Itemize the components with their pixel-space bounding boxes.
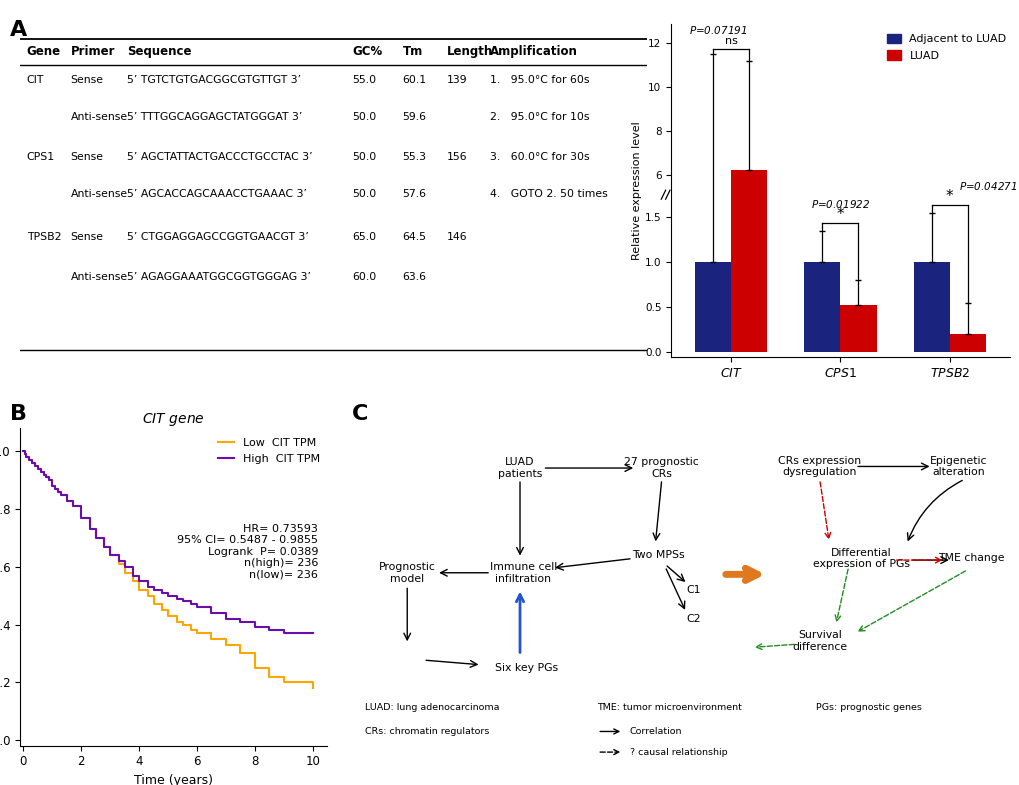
- Text: LUAD: lung adenocarcinoma: LUAD: lung adenocarcinoma: [365, 703, 499, 712]
- Text: 156: 156: [446, 152, 467, 162]
- Text: GC%: GC%: [353, 46, 382, 58]
- Text: A: A: [10, 20, 28, 39]
- Text: CRs: chromatin regulators: CRs: chromatin regulators: [365, 727, 489, 736]
- Text: 64.5: 64.5: [403, 232, 426, 242]
- Text: 4.   GOTO 2. 50 times: 4. GOTO 2. 50 times: [490, 188, 607, 199]
- Text: 55.0: 55.0: [353, 75, 376, 86]
- Text: 3.   60.0°C for 30s: 3. 60.0°C for 30s: [490, 152, 589, 162]
- Text: 57.6: 57.6: [403, 188, 426, 199]
- Text: Primer: Primer: [70, 46, 115, 58]
- Text: 59.6: 59.6: [403, 111, 426, 122]
- Bar: [695, 262, 731, 352]
- Text: Anti-sense: Anti-sense: [70, 111, 127, 122]
- Text: Length: Length: [446, 46, 492, 58]
- Text: $P$=0.07191: $P$=0.07191: [688, 24, 747, 35]
- Text: 60.0: 60.0: [353, 272, 376, 282]
- Text: TPSB2: TPSB2: [26, 232, 61, 242]
- Text: Prognostic
model: Prognostic model: [378, 562, 435, 583]
- Text: 65.0: 65.0: [353, 232, 376, 242]
- Text: 50.0: 50.0: [353, 152, 376, 162]
- Text: 50.0: 50.0: [353, 188, 376, 199]
- Text: $P$=0.04271: $P$=0.04271: [958, 180, 1016, 192]
- Text: Epigenetic
alteration: Epigenetic alteration: [928, 455, 986, 477]
- Text: Correlation: Correlation: [629, 727, 682, 736]
- Text: Survival
difference: Survival difference: [792, 630, 847, 652]
- Text: 5’ CTGGAGGAGCCGGTGAACGT 3’: 5’ CTGGAGGAGCCGGTGAACGT 3’: [126, 232, 309, 242]
- Text: CIT: CIT: [26, 75, 44, 86]
- Text: 63.6: 63.6: [403, 272, 426, 282]
- Text: Sequence: Sequence: [126, 46, 192, 58]
- Text: Gene: Gene: [26, 46, 61, 58]
- Bar: [949, 334, 984, 352]
- Text: Anti-sense: Anti-sense: [70, 188, 127, 199]
- Text: Differential
expression of PGs: Differential expression of PGs: [812, 548, 909, 569]
- Text: 2.   95.0°C for 10s: 2. 95.0°C for 10s: [490, 111, 589, 122]
- Text: Sense: Sense: [70, 232, 103, 242]
- Text: 27 prognostic
CRs: 27 prognostic CRs: [624, 457, 698, 479]
- Text: 139: 139: [446, 75, 467, 86]
- Text: 60.1: 60.1: [403, 75, 426, 86]
- Bar: [840, 305, 875, 352]
- Text: CRs expression
dysregulation: CRs expression dysregulation: [777, 455, 860, 477]
- Text: CPS1: CPS1: [26, 152, 55, 162]
- Text: ? causal relationship: ? causal relationship: [629, 747, 727, 757]
- Text: 5’ AGAGGAAATGGCGGTGGGAG 3’: 5’ AGAGGAAATGGCGGTGGGAG 3’: [126, 272, 311, 282]
- Text: Six key PGs: Six key PGs: [494, 663, 557, 673]
- Text: $P$=0.01922: $P$=0.01922: [810, 198, 869, 210]
- Text: HR= 0.73593
95% CI= 0.5487 - 0.9855
Logrank  P= 0.0389
n(high)= 236
  n(low)= 23: HR= 0.73593 95% CI= 0.5487 - 0.9855 Logr…: [177, 524, 318, 580]
- Text: 5’ TTTGGCAGGAGCTATGGGAT 3’: 5’ TTTGGCAGGAGCTATGGGAT 3’: [126, 111, 302, 122]
- Text: Immune cell
infiltration: Immune cell infiltration: [489, 562, 556, 583]
- Text: Amplification: Amplification: [490, 46, 578, 58]
- Text: LUAD
patients: LUAD patients: [497, 457, 542, 479]
- Title: $\it{CIT}$ $\it{gene}$: $\it{CIT}$ $\it{gene}$: [143, 411, 205, 428]
- Text: 146: 146: [446, 232, 467, 242]
- Text: TME: tumor microenvironment: TME: tumor microenvironment: [597, 703, 742, 712]
- Text: *: *: [945, 188, 953, 203]
- Text: Two MPSs: Two MPSs: [632, 550, 684, 560]
- Bar: [804, 262, 840, 352]
- Text: 5’ AGCTATTACTGACCCTGCCTAC 3’: 5’ AGCTATTACTGACCCTGCCTAC 3’: [126, 152, 312, 162]
- Legend: Adjacent to LUAD, LUAD: Adjacent to LUAD, LUAD: [881, 29, 1010, 65]
- Text: 55.3: 55.3: [403, 152, 426, 162]
- Legend: Low  CIT TPM, High  CIT TPM: Low CIT TPM, High CIT TPM: [213, 434, 324, 469]
- Text: 5’ AGCACCAGCAAACCTGAAAC 3’: 5’ AGCACCAGCAAACCTGAAAC 3’: [126, 188, 307, 199]
- Text: 50.0: 50.0: [353, 111, 376, 122]
- Text: *: *: [836, 206, 844, 221]
- Text: Tm: Tm: [403, 46, 423, 58]
- Text: TME change: TME change: [936, 553, 1004, 564]
- Text: C1: C1: [686, 586, 701, 595]
- Text: ns: ns: [725, 36, 737, 46]
- Text: Anti-sense: Anti-sense: [70, 272, 127, 282]
- Text: 5’ TGTCTGTGACGGCGTGTTGT 3’: 5’ TGTCTGTGACGGCGTGTTGT 3’: [126, 75, 301, 86]
- Text: Sense: Sense: [70, 152, 103, 162]
- Text: B: B: [10, 404, 28, 424]
- Text: C2: C2: [686, 614, 701, 624]
- Text: Sense: Sense: [70, 75, 103, 86]
- Text: 1.   95.0°C for 60s: 1. 95.0°C for 60s: [490, 75, 589, 86]
- Text: PGs: prognostic genes: PGs: prognostic genes: [815, 703, 921, 712]
- X-axis label: Time (years): Time (years): [135, 774, 213, 785]
- Bar: [913, 262, 949, 352]
- Y-axis label: Relative expression level: Relative expression level: [632, 121, 641, 260]
- Text: C: C: [352, 404, 368, 424]
- Bar: [731, 170, 766, 352]
- FancyBboxPatch shape: [654, 189, 671, 200]
